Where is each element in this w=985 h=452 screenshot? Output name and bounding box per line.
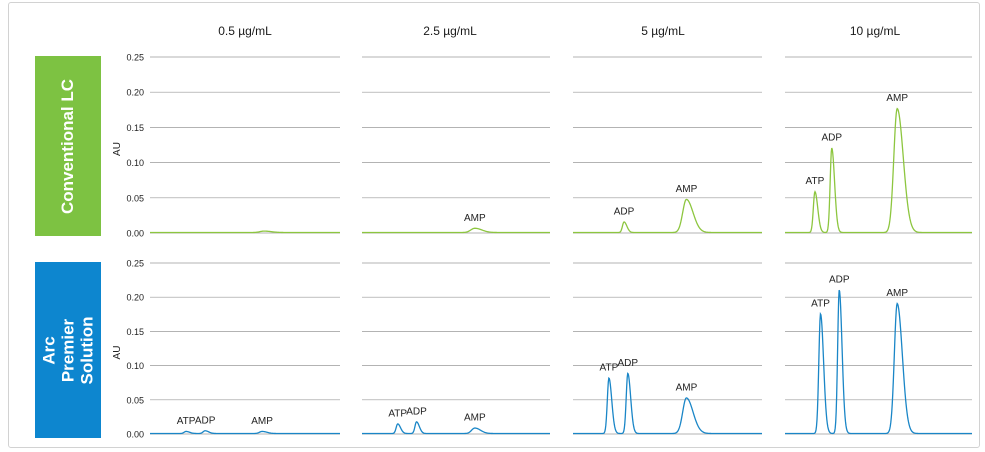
peak-label-amp: AMP <box>676 382 698 393</box>
y-tick-label: 0.00 <box>126 229 144 239</box>
chromatogram-trace <box>573 372 762 435</box>
peak-label-adp: ADP <box>195 415 216 426</box>
y-tick-label: 0.25 <box>126 259 144 269</box>
peak-label-amp: AMP <box>251 416 273 427</box>
peak-label-adp: ADP <box>618 358 639 369</box>
chromatogram-trace <box>785 107 972 234</box>
peak-label-atp: ATP <box>811 298 830 309</box>
chromatogram-trace <box>362 421 550 435</box>
y-axis-label: AU <box>112 142 123 156</box>
y-axis-label: AU <box>112 346 123 360</box>
column-header-0.5: 0.5 µg/mL <box>218 24 272 38</box>
column-header-5: 5 µg/mL <box>641 24 685 38</box>
peak-label-amp: AMP <box>886 288 908 299</box>
peak-label-amp: AMP <box>464 413 486 424</box>
row-label-arc-premier: Arc Premier Solution <box>35 262 101 438</box>
peak-label-atp: ATP <box>806 176 825 187</box>
row-label-conventional-lc: Conventional LC <box>35 56 101 236</box>
peak-label-amp: AMP <box>676 184 698 195</box>
chromatogram-trace <box>785 289 972 435</box>
peak-label-atp: ATP <box>600 363 619 374</box>
peak-label-adp: ADP <box>614 206 635 217</box>
peak-label-adp: ADP <box>406 406 427 417</box>
y-tick-label: 0.05 <box>126 193 144 203</box>
y-tick-label: 0.20 <box>126 88 144 98</box>
y-tick-label: 0.20 <box>126 293 144 303</box>
peak-label-amp: AMP <box>464 213 486 224</box>
y-tick-label: 0.15 <box>126 327 144 337</box>
chromatogram-trace <box>150 430 340 435</box>
peak-label-adp: ADP <box>821 133 842 144</box>
peak-label-atp: ATP <box>177 416 196 427</box>
chromatogram-trace <box>573 198 762 234</box>
chromatogram-trace <box>362 227 550 234</box>
y-tick-label: 0.00 <box>126 430 144 440</box>
peak-label-amp: AMP <box>886 93 908 104</box>
chromatogram-trace <box>150 230 340 234</box>
peak-label-adp: ADP <box>829 274 850 285</box>
y-tick-label: 0.05 <box>126 395 144 405</box>
peak-label-atp: ATP <box>388 408 407 419</box>
y-tick-label: 0.10 <box>126 361 144 371</box>
y-tick-label: 0.25 <box>126 53 144 63</box>
y-tick-label: 0.15 <box>126 123 144 133</box>
column-header-10: 10 µg/mL <box>849 24 901 38</box>
column-header-2.5: 2.5 µg/mL <box>423 24 477 38</box>
figure-frame <box>8 2 980 448</box>
y-tick-label: 0.10 <box>126 158 144 168</box>
